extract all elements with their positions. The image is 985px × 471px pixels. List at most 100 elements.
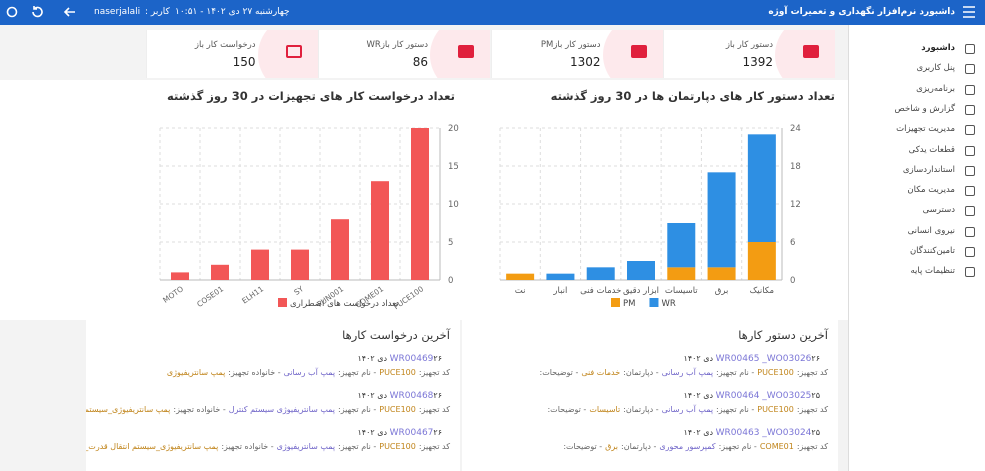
- detail-value: PUCE100: [379, 405, 416, 414]
- bar[interactable]: [546, 273, 575, 280]
- menu-icon: [965, 104, 975, 115]
- bar[interactable]: [586, 267, 615, 280]
- detail-value: پمپ سانتریفیوژی: [166, 368, 226, 377]
- detail-value: خدمات فنی: [581, 368, 621, 377]
- item-code[interactable]: WR00468: [389, 391, 434, 401]
- menu-icon: [965, 247, 975, 257]
- stat-label: درخواست کار باز: [194, 40, 256, 50]
- menu-item[interactable]: پنل کاربری: [916, 63, 955, 74]
- bar[interactable]: [667, 267, 696, 280]
- item-head: WR00463 _WO03024۲۵ دی ۱۴۰۲: [472, 428, 828, 438]
- stat-label: دستور کار بازWR: [366, 40, 429, 50]
- detail-value: برق: [605, 442, 618, 451]
- item-details: کد تجهیز:PUCE100- نام تجهیز:پمپ سانتریفی…: [86, 442, 450, 451]
- detail-key: - خانواده تجهیز:: [221, 442, 274, 451]
- briefcase-icon: [285, 45, 302, 58]
- bar[interactable]: [291, 249, 309, 280]
- x-tick-label: تاسیسات: [665, 286, 698, 296]
- y-tick-label: 0: [790, 276, 795, 286]
- list-item: WR00468۲۶ دی ۱۴۰۲ کد تجهیز:PUCE100- نام ت…: [86, 391, 450, 428]
- detail-value: پمپ آب رسانی: [661, 368, 714, 377]
- item-code[interactable]: WR00467: [389, 428, 434, 438]
- briefcase-icon: [803, 45, 819, 58]
- charts: تعداد دستور کار های دپارتمان ها در 30 رو…: [0, 80, 848, 320]
- item-date: ۲۶ دی ۱۴۰۲: [357, 428, 443, 437]
- bar[interactable]: [747, 134, 776, 242]
- y-tick-label: 10: [448, 200, 459, 210]
- menu-item[interactable]: تامین‌کنندگان: [909, 246, 955, 256]
- menu-item[interactable]: داشبورد: [921, 43, 955, 53]
- stat-label: دستور کار باز: [725, 40, 773, 50]
- x-tick-label: انبار: [552, 286, 567, 296]
- menu-item[interactable]: تنظیمات پایه: [910, 266, 955, 277]
- stat-card: دستور کار بازWR 86: [318, 30, 490, 78]
- item-head: WR00469۲۶ دی ۱۴۰۲: [96, 354, 450, 364]
- top-bar: naserjalali کاربر : چهارشنبه ۲۷ دی ۱۴۰۲ …: [0, 0, 985, 25]
- detail-value: کمپرسور محوری: [659, 442, 716, 451]
- menu-item[interactable]: برنامه‌ریزی: [916, 83, 955, 94]
- detail-key: - دپارتمان:: [623, 368, 659, 377]
- item-head: WR00467۲۶ دی ۱۴۰۲: [96, 428, 450, 438]
- menu-icon: [965, 64, 975, 75]
- x-tick-label: نت: [515, 286, 526, 296]
- item-head: WR00468۲۶ دی ۱۴۰۲: [96, 391, 450, 401]
- list-item: WR00464 _WO03025۲۵ دی ۱۴۰۲ کد تجهیز:PUCE1…: [472, 391, 828, 428]
- refresh-icon[interactable]: [32, 6, 43, 18]
- bar[interactable]: [627, 261, 655, 280]
- bar[interactable]: [211, 264, 229, 280]
- bar[interactable]: [506, 273, 535, 280]
- legend-label[interactable]: تعداد درخواست های اضطراری: [290, 299, 399, 309]
- detail-key: - نام تجهیز:: [716, 405, 755, 414]
- bar[interactable]: [707, 172, 736, 268]
- bar[interactable]: [667, 223, 696, 268]
- bar[interactable]: [171, 272, 189, 280]
- menu-item[interactable]: دسترسی: [922, 205, 955, 216]
- detail-key: کد تجهیز:: [418, 442, 450, 451]
- detail-value: پمپ سانتریفیوژی_سیستم انتقال قدرت_کوپلین…: [86, 442, 219, 451]
- menu-icon: [965, 145, 975, 156]
- legend-label[interactable]: PM: [623, 299, 635, 309]
- bar[interactable]: [707, 267, 736, 280]
- menu-item[interactable]: مدیریت مکان: [907, 185, 955, 196]
- legend-label[interactable]: WR: [661, 299, 675, 309]
- menu-item[interactable]: استانداردسازی: [902, 164, 955, 175]
- item-details: کد تجهیز:PUCE100- نام تجهیز:پمپ سانتریفی…: [86, 405, 450, 414]
- detail-key: کد تجهیز:: [418, 368, 450, 377]
- menu-item[interactable]: قطعات یدکی: [908, 144, 955, 155]
- detail-key: - توضیحات:: [539, 368, 579, 377]
- back-icon[interactable]: [63, 7, 75, 17]
- item-date: ۲۶ دی ۱۴۰۲: [357, 391, 443, 400]
- menu-icon: [965, 165, 975, 176]
- detail-key: - توضیحات:: [563, 442, 603, 451]
- item-code[interactable]: WR00465 _WO03026: [715, 354, 812, 364]
- bar[interactable]: [747, 242, 776, 280]
- bar[interactable]: [251, 249, 269, 280]
- y-tick-label: 20: [448, 124, 459, 134]
- legend-swatch: [278, 298, 287, 307]
- y-tick-label: 0: [448, 276, 453, 286]
- bar[interactable]: [411, 128, 429, 280]
- menu-item[interactable]: گزارش و شاخص: [894, 103, 955, 114]
- item-details: کد تجهیز:PUCE100- نام تجهیز:پمپ آب رسانی…: [96, 368, 450, 377]
- menu-icon[interactable]: [963, 6, 975, 18]
- menu-item[interactable]: مدیریت تجهیزات: [896, 124, 955, 135]
- y-tick-label: 5: [448, 238, 453, 248]
- bar[interactable]: [371, 181, 389, 280]
- briefcase-icon: [458, 45, 474, 58]
- item-code[interactable]: WR00464 _WO03025: [715, 391, 812, 401]
- top-icons: [6, 6, 975, 18]
- detail-value: پمپ آب رسانی: [283, 368, 336, 377]
- item-code[interactable]: WR00463 _WO03024: [715, 428, 812, 438]
- item-head: WR00464 _WO03025۲۵ دی ۱۴۰۲: [472, 391, 828, 401]
- icon-circle: [257, 30, 318, 78]
- menu-item[interactable]: نیروی انسانی: [907, 225, 955, 236]
- datetime: چهارشنبه ۲۷ دی ۱۴۰۲ - ۱۰:۵۱: [175, 7, 290, 17]
- item-code[interactable]: WR00469: [389, 354, 434, 364]
- x-tick-label: ابزار دقیق: [623, 286, 659, 296]
- stat-value: 86: [412, 55, 428, 69]
- detail-key: - نام تجهیز:: [716, 368, 755, 377]
- home-icon[interactable]: [6, 6, 18, 18]
- user-label: کاربر :: [145, 7, 170, 17]
- bar[interactable]: [331, 219, 349, 280]
